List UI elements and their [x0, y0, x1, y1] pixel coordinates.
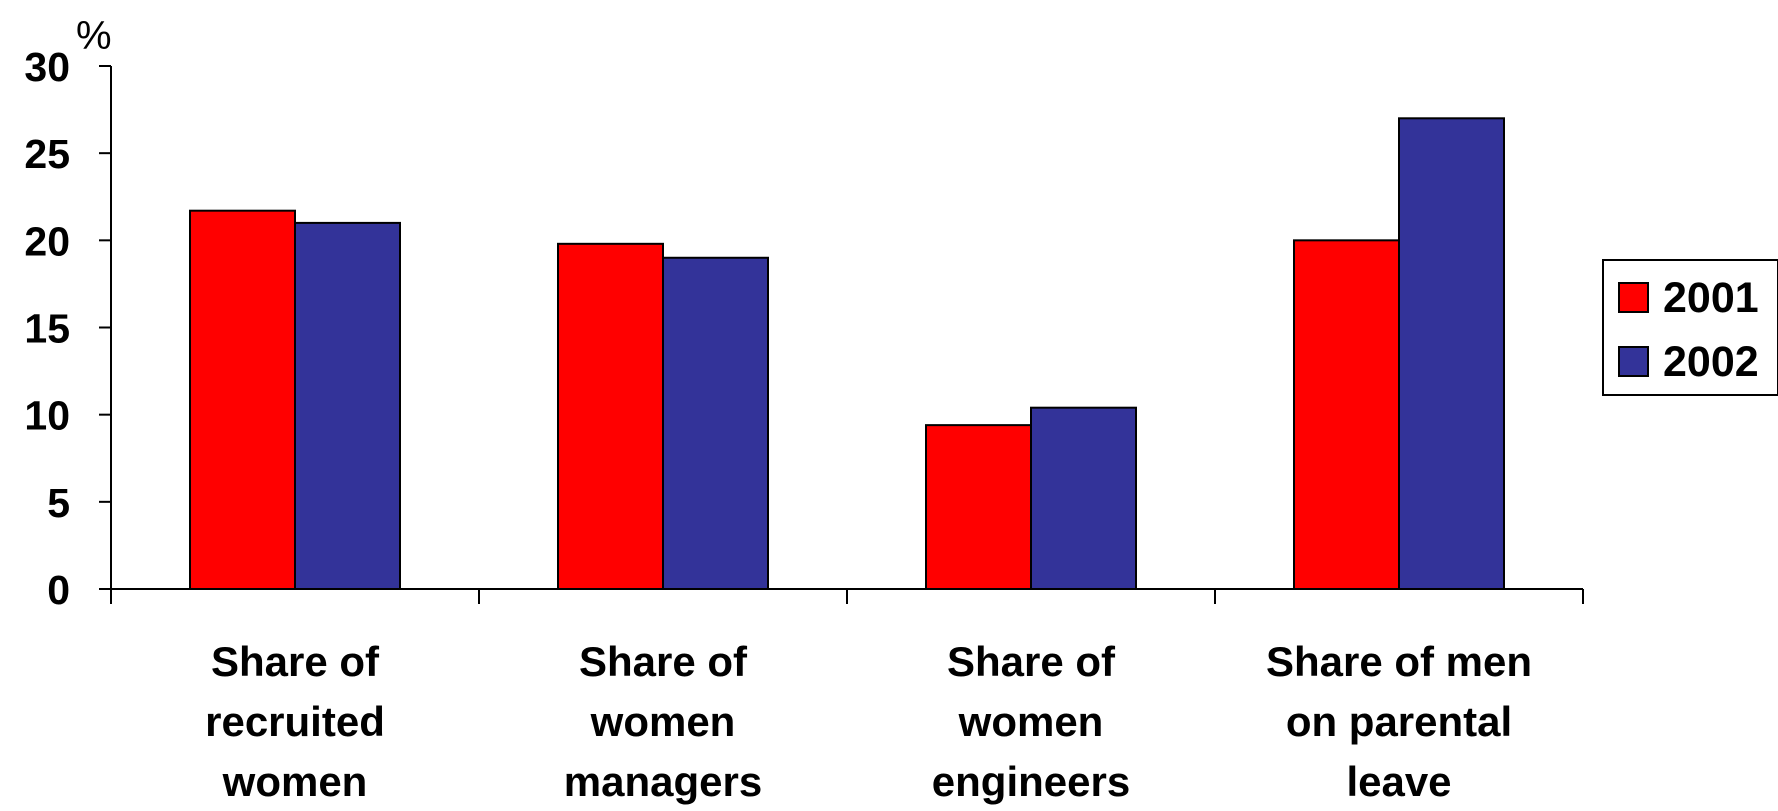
- bar-2002-1: [662, 256, 769, 590]
- y-axis-ticks: 0 5 10 15 20 25 30: [24, 44, 111, 613]
- y-tick-label: 30: [24, 44, 70, 90]
- y-axis-unit-label: %: [76, 14, 112, 58]
- bars-group: [189, 117, 1505, 591]
- bar-2001-3: [1293, 239, 1400, 590]
- bar-2002-0: [294, 221, 401, 590]
- y-tick-label: 5: [47, 480, 70, 526]
- category-label-line: Share of: [947, 638, 1116, 685]
- bar-2002-3: [1398, 117, 1505, 591]
- category-label-line: Share of: [579, 638, 748, 685]
- legend-label-2001: 2001: [1663, 274, 1759, 322]
- x-axis-ticks: [110, 589, 1584, 604]
- bar-2002-2: [1030, 406, 1137, 590]
- category-label-line: women: [590, 698, 736, 745]
- y-tick-label: 20: [24, 218, 70, 264]
- category-label-line: recruited: [205, 698, 385, 745]
- category-label-line: engineers: [932, 758, 1130, 805]
- category-label-line: Share of men: [1266, 638, 1532, 685]
- category-label-line: Share of: [211, 638, 380, 685]
- legend: 2001 2002: [1602, 259, 1778, 396]
- category-label-line: women: [958, 698, 1104, 745]
- bar-2001-0: [189, 209, 296, 591]
- y-tick-label: 15: [24, 306, 70, 352]
- category-label-line: leave: [1346, 758, 1451, 805]
- legend-label-2002: 2002: [1663, 338, 1759, 386]
- y-tick-label: 0: [47, 567, 70, 613]
- legend-swatch-2002: [1618, 346, 1649, 377]
- category-label-line: on parental: [1286, 698, 1512, 745]
- category-labels: Share of recruited women Share of women manag…: [205, 638, 1532, 805]
- category-label-line: managers: [564, 758, 762, 805]
- y-tick-label: 25: [24, 131, 70, 177]
- bar-2001-2: [925, 424, 1032, 591]
- y-tick-label: 10: [24, 393, 70, 439]
- legend-swatch-2001: [1618, 282, 1649, 313]
- category-label-line: women: [222, 758, 368, 805]
- bar-2001-1: [557, 242, 664, 590]
